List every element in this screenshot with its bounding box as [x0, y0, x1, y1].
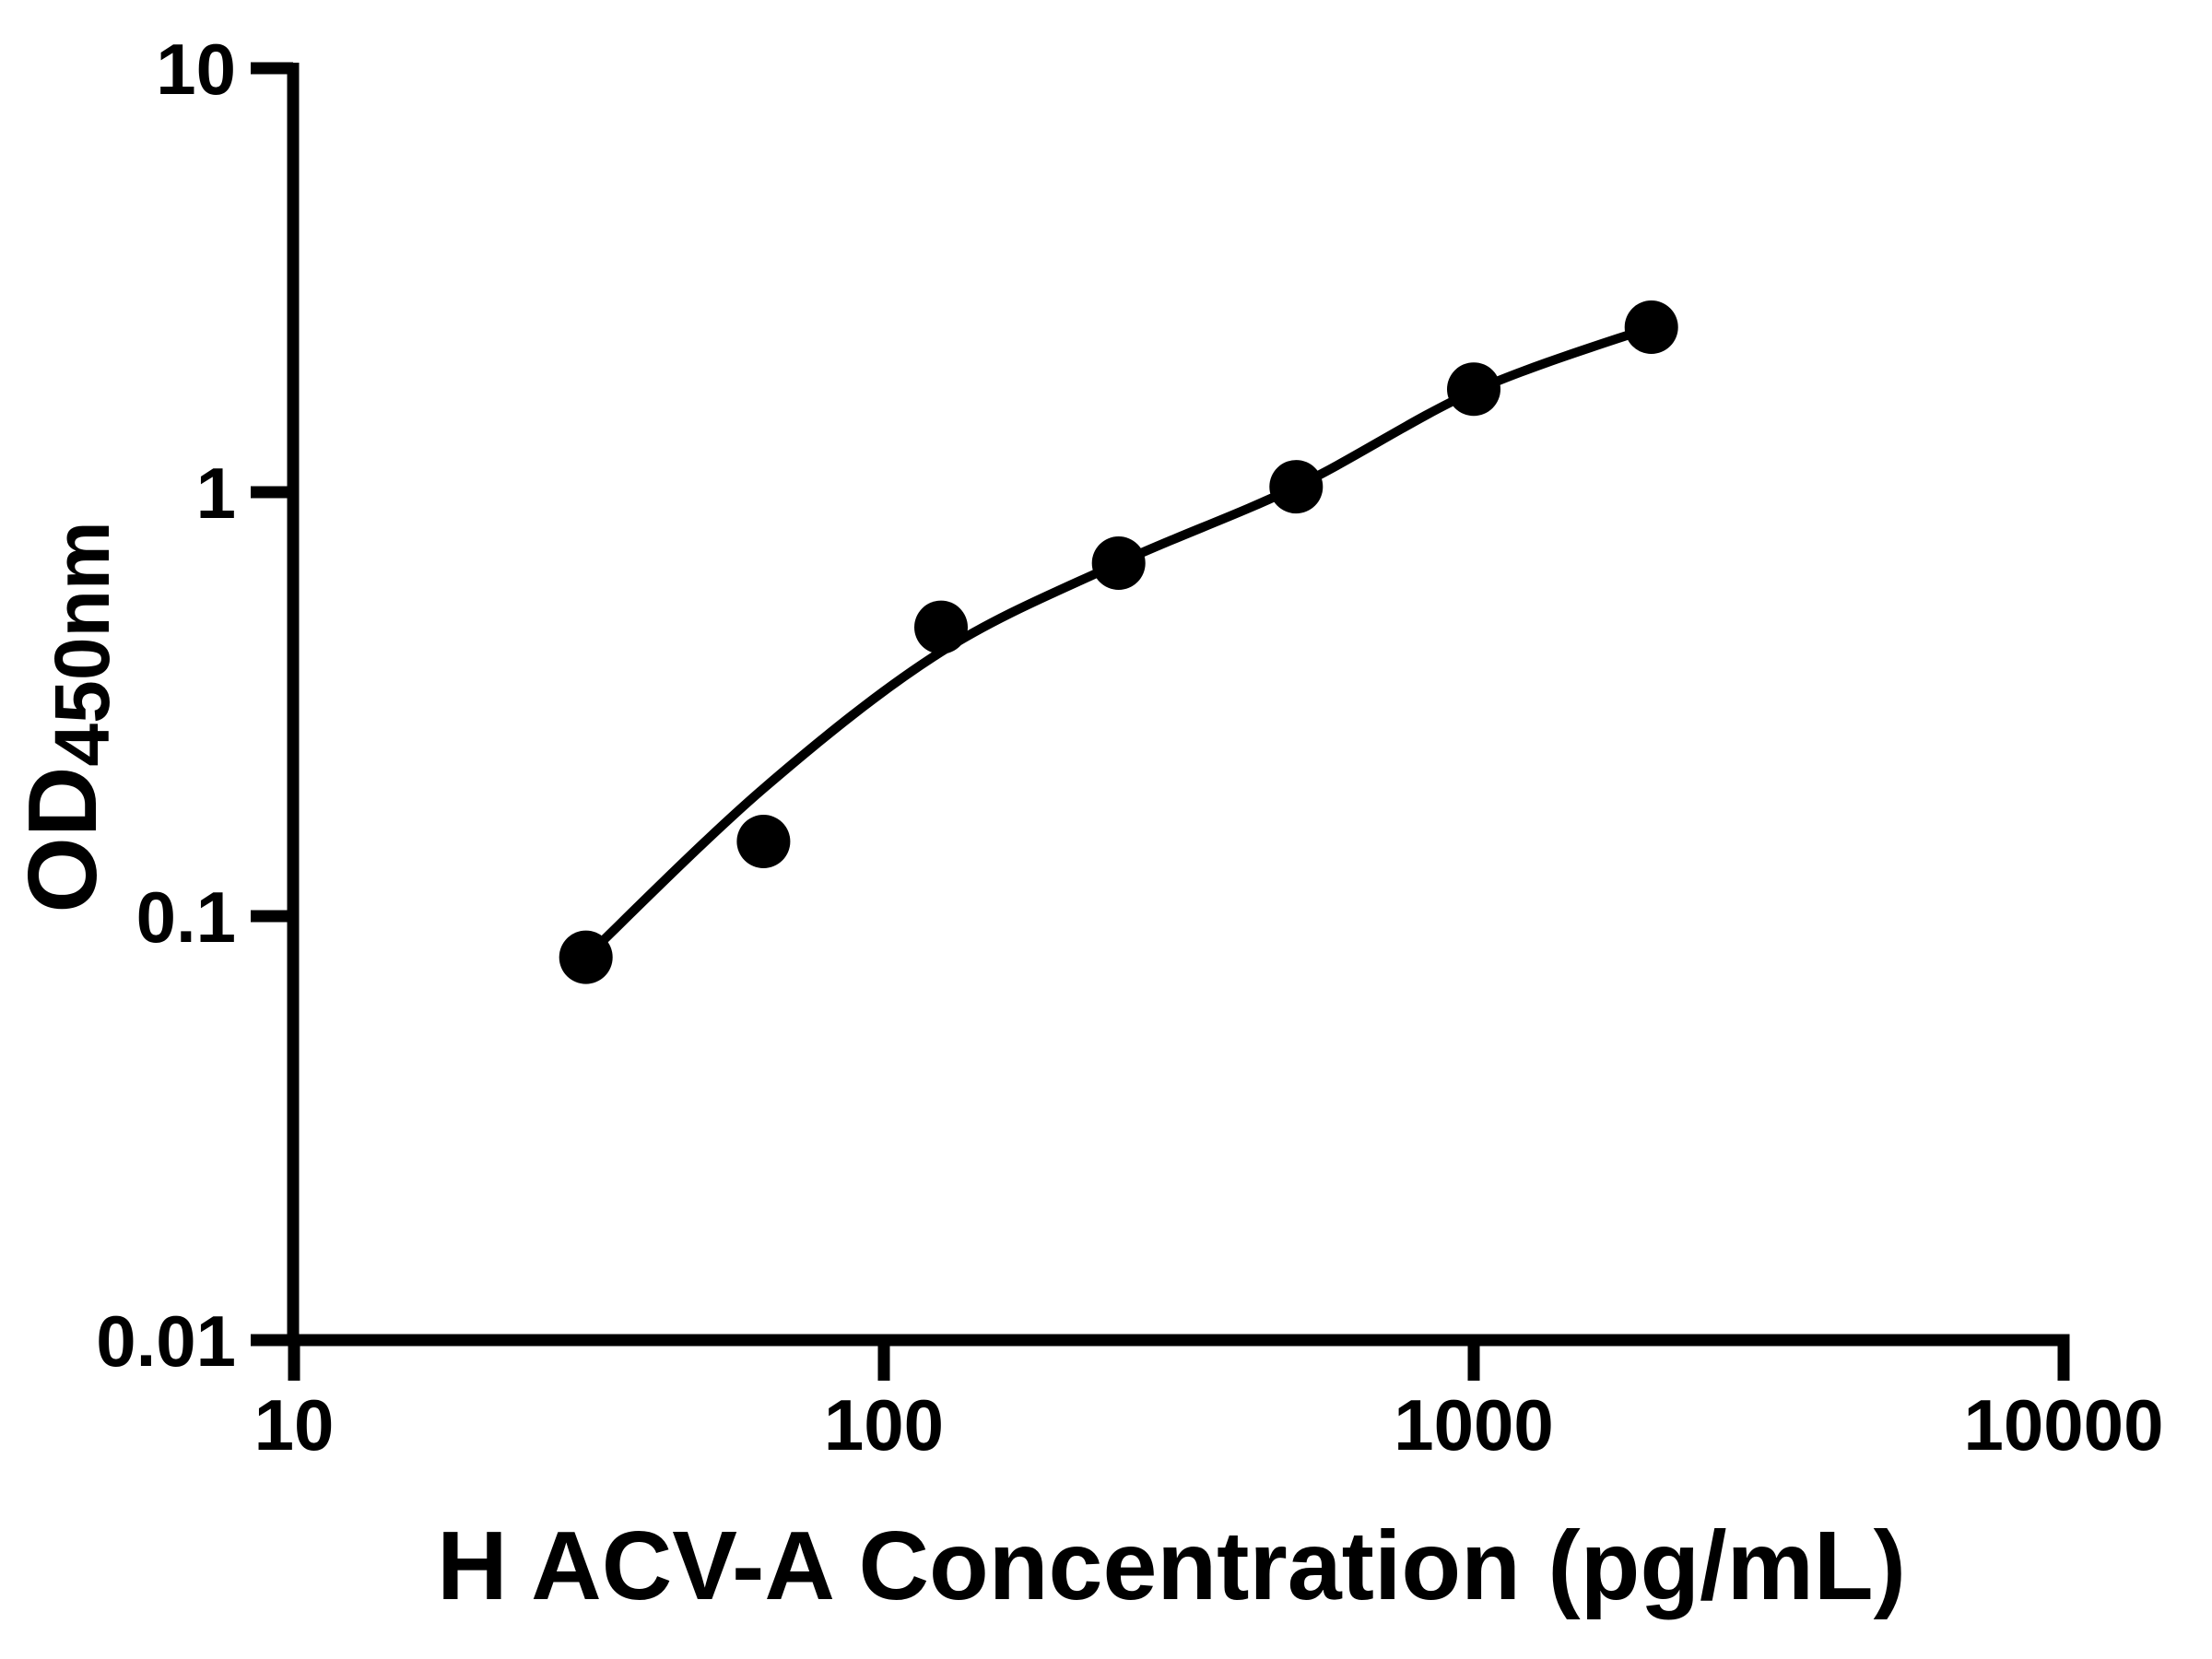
data-point	[914, 600, 968, 654]
fit-curve-path	[581, 323, 1656, 962]
y-tick-label: 1	[196, 453, 236, 534]
data-point	[1624, 300, 1678, 354]
x-axis-title: H ACV-A Concentration (pg/mL)	[437, 1512, 1906, 1620]
data-point	[1447, 362, 1500, 417]
y-axis-title-main: OD	[8, 767, 117, 913]
data-point	[736, 815, 791, 868]
data-point	[1091, 536, 1146, 590]
axis-tick-labels: 0.01 0.1 1 10 10 100 1000 10000	[96, 29, 2163, 1465]
axes	[287, 63, 2070, 1347]
y-tick-label: 0.01	[96, 1300, 236, 1382]
fit-curve	[581, 323, 1656, 962]
y-tick-label: 10	[156, 29, 236, 110]
y-axis-title: OD450nm	[8, 521, 125, 912]
x-tick-label: 100	[824, 1384, 944, 1465]
x-tick-label: 10	[254, 1384, 335, 1465]
data-point	[559, 930, 613, 984]
axis-ticks	[251, 62, 2070, 1381]
y-tick-label: 0.1	[136, 877, 236, 958]
data-point	[1269, 460, 1324, 514]
x-tick-label: 10000	[1964, 1384, 2164, 1465]
x-tick-label: 1000	[1394, 1384, 1554, 1465]
y-axis-title-subscript: 450nm	[39, 521, 125, 766]
data-points	[559, 300, 1678, 984]
